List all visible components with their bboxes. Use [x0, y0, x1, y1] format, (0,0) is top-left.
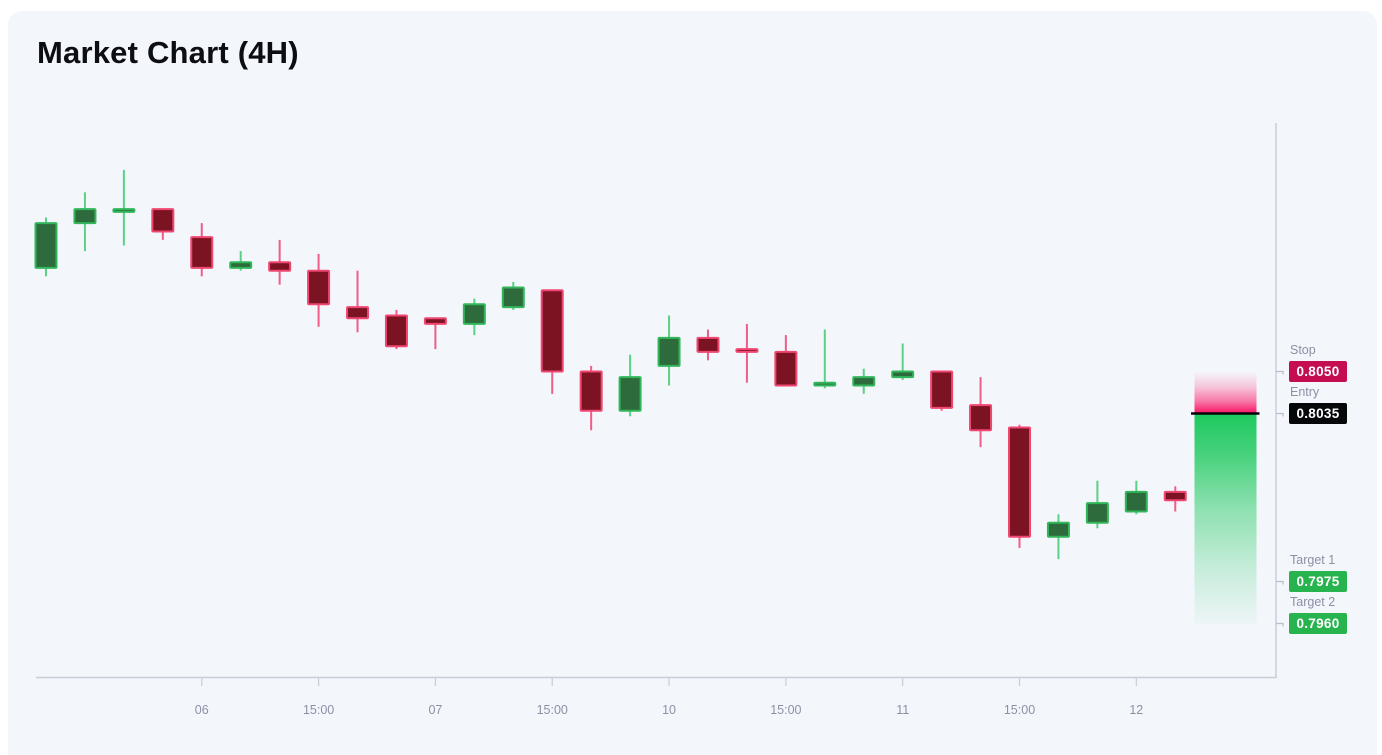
- market-chart-card: Market Chart (4H): [8, 11, 1377, 755]
- candle-down: [696, 336, 720, 353]
- target1-price-badge: 0.7975: [1289, 571, 1347, 592]
- entry-annotation: Entry 0.8035: [1289, 385, 1351, 424]
- candle-down: [969, 404, 993, 432]
- candle-up: [501, 286, 525, 309]
- x-tick-label: 15:00: [1004, 703, 1035, 717]
- x-tick-label: 11: [896, 703, 909, 717]
- candle-up: [73, 208, 97, 225]
- target1-annotation: Target 1 0.7975: [1289, 553, 1351, 592]
- stop-price-badge: 0.8050: [1289, 361, 1347, 382]
- candle-up: [229, 261, 253, 269]
- candle-up: [112, 208, 136, 213]
- x-tick-label: 12: [1129, 703, 1143, 717]
- chart-title: Market Chart (4H): [37, 35, 299, 70]
- candle-up: [1124, 490, 1148, 513]
- entry-label: Entry: [1290, 385, 1320, 399]
- target1-label: Target 1: [1290, 553, 1336, 567]
- candle-down: [735, 348, 759, 353]
- candle-down: [307, 269, 331, 306]
- entry-price-badge: 0.8035: [1289, 403, 1347, 424]
- stop-label: Stop: [1290, 343, 1316, 357]
- candle-down: [423, 317, 447, 325]
- candle-down: [579, 370, 603, 412]
- candle-down: [774, 350, 798, 387]
- x-tick-label: 10: [662, 703, 676, 717]
- risk-zone: [1194, 371, 1257, 414]
- axis-notch: [1276, 412, 1284, 417]
- candle-up: [657, 336, 681, 367]
- stop-annotation: Stop 0.8050: [1289, 343, 1351, 382]
- candle-down: [346, 306, 370, 320]
- candle-up: [1046, 521, 1070, 538]
- candle-down: [540, 289, 564, 373]
- candle-up: [34, 222, 58, 269]
- reward-zone: [1194, 414, 1257, 624]
- candle-down: [930, 370, 954, 409]
- x-tick-label: 15:00: [770, 703, 801, 717]
- x-tick-label: 15:00: [303, 703, 334, 717]
- x-tick-label: 15:00: [537, 703, 568, 717]
- target2-annotation: Target 2 0.7960: [1289, 595, 1351, 634]
- candle-up: [813, 381, 837, 387]
- candle-down: [151, 208, 175, 233]
- candle-down: [190, 236, 214, 269]
- candle-down: [1163, 490, 1187, 502]
- axis-notch: [1276, 580, 1284, 585]
- target2-label: Target 2: [1290, 595, 1336, 609]
- axis-notch: [1276, 622, 1284, 627]
- candle-up: [852, 376, 876, 387]
- target2-price-badge: 0.7960: [1289, 613, 1347, 634]
- x-tick-label: 07: [428, 703, 442, 717]
- x-tick-label: 06: [195, 703, 209, 717]
- candle-down: [1008, 426, 1031, 538]
- axis-notch: [1276, 370, 1284, 375]
- candle-up: [891, 370, 915, 379]
- candle-up: [462, 303, 486, 325]
- candle-down: [268, 261, 292, 272]
- candle-up: [1085, 502, 1109, 524]
- candle-up: [618, 376, 642, 412]
- candle-down: [384, 314, 408, 348]
